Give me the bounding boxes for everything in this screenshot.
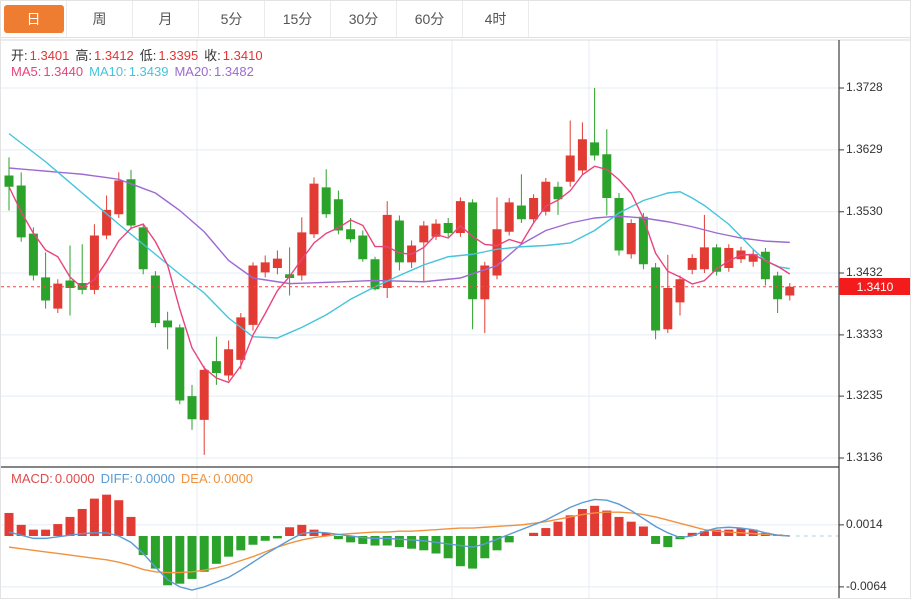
legend-value: 1.3482 [214, 64, 254, 79]
legend-label: DEA: [180, 471, 212, 486]
macd-axis-tick: -0.0064 [846, 578, 887, 593]
main-axis-tick: 1.3333 [846, 326, 883, 341]
legend-label: MA5: [11, 64, 42, 79]
tab-15min[interactable]: 15分 [265, 1, 331, 37]
main-axis-tick: 1.3629 [846, 141, 883, 156]
legend-label: MA20: [174, 64, 213, 79]
macd-panel [4, 494, 839, 591]
gridlines [1, 40, 839, 598]
tab-4hour[interactable]: 4时 [463, 1, 529, 37]
legend-label: 收: [204, 48, 221, 63]
ma-lines [8, 133, 791, 384]
tab-5min[interactable]: 5分 [199, 1, 265, 37]
axes [1, 39, 910, 598]
legend-value: 0.0000 [135, 471, 175, 486]
legend-value: 1.3440 [43, 64, 84, 79]
main-axis-tick: 1.3728 [846, 80, 883, 94]
last-price-badge: 1.3410 [839, 278, 910, 296]
candles [4, 88, 795, 455]
period-tabbar: 日周月 5分 15分 30分 60分 4时 [1, 1, 910, 38]
ma-legend: MA5: 1.3440 MA10: 1.3439 MA20: 1.3482 [11, 64, 260, 79]
legend-value: 0.0000 [54, 471, 95, 486]
legend-value: 1.3412 [94, 48, 134, 63]
tab-month[interactable]: 月 [133, 1, 199, 37]
main-chart-canvas[interactable] [1, 37, 911, 599]
legend-value: 1.3410 [222, 48, 263, 63]
legend-label: 高: [75, 48, 93, 63]
tab-week[interactable]: 周 [67, 1, 133, 37]
legend-label: MA10: [89, 64, 127, 79]
main-axis-tick: 1.3235 [846, 388, 883, 403]
tab-30min[interactable]: 30分 [331, 1, 397, 37]
macd-legend: MACD: 0.0000 DIFF: 0.0000 DEA: 0.0000 [11, 471, 259, 486]
last-price-value: 1.3410 [856, 279, 894, 294]
tab-day[interactable]: 日 [1, 1, 67, 37]
main-axis-tick: 1.3530 [846, 203, 883, 218]
main-axis-tick: 1.3136 [846, 450, 883, 464]
ohlc-legend: 开: 1.3401 高: 1.3412 低: 1.3395 收: 1.3410 [11, 45, 269, 64]
chart-section: 开: 1.3401 高: 1.3412 低: 1.3395 收: 1.3410 MA5: 1.3… [1, 37, 911, 599]
legend-label: 开: [11, 48, 28, 63]
legend-value: 1.3395 [158, 48, 199, 63]
tab-60min[interactable]: 60分 [397, 1, 463, 37]
main-axis-tick: 1.3432 [846, 265, 883, 279]
legend-label: 低: [139, 48, 157, 63]
legend-label: MACD: [11, 471, 53, 486]
legend-value: 1.3439 [128, 64, 169, 79]
legend-value: 0.0000 [213, 471, 254, 486]
macd-axis-tick: 0.0014 [846, 516, 883, 531]
legend-value: 1.3401 [29, 48, 70, 63]
legend-label: DIFF: [100, 471, 134, 486]
